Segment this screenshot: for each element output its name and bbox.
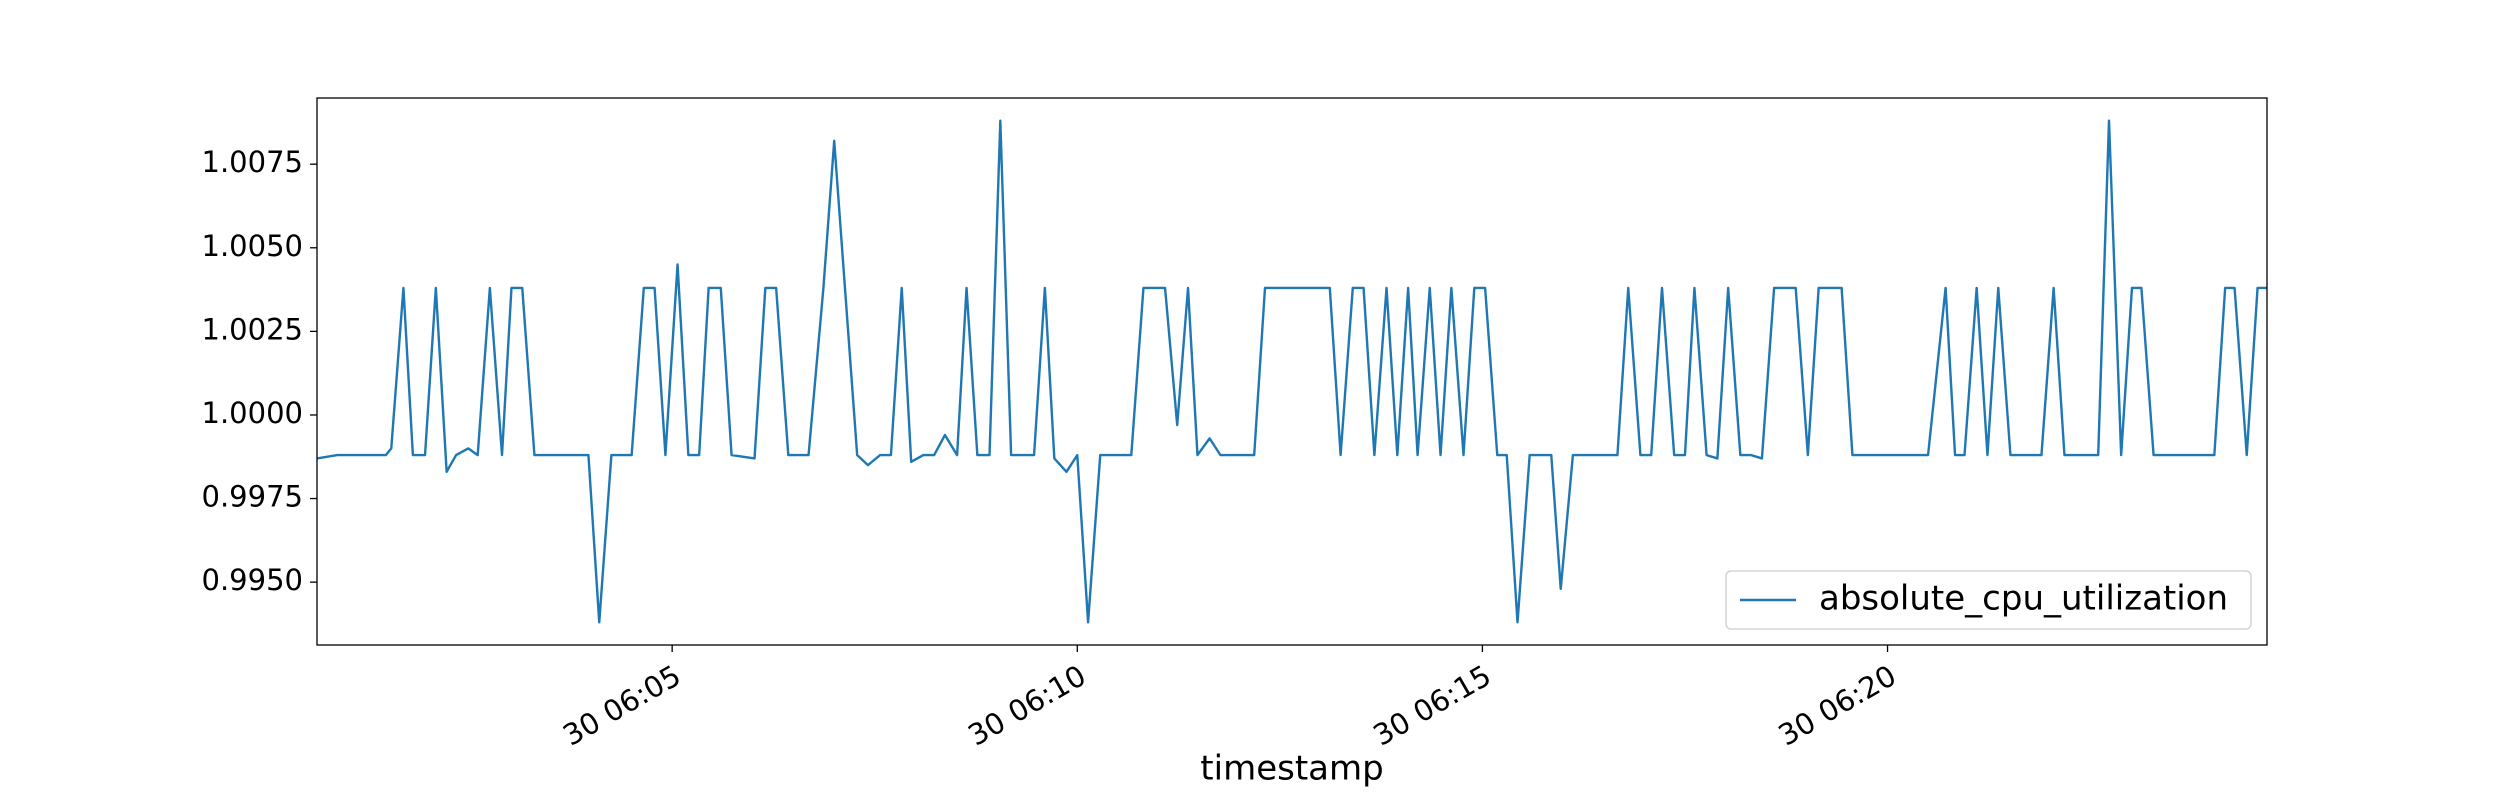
data-line [316, 119, 2267, 624]
legend-label: absolute_cpu_utilization [1819, 579, 2228, 619]
y-tick-label: 1.0075 [202, 145, 303, 179]
x-tick-label: 30 06:20 [1773, 658, 1902, 752]
x-tick-label: 30 06:10 [962, 658, 1091, 752]
y-tick-label: 1.0050 [202, 229, 303, 263]
legend: absolute_cpu_utilization [1725, 570, 2252, 630]
y-tick-label: 1.0025 [202, 312, 303, 346]
x-tick-label: 30 06:05 [557, 658, 686, 752]
x-tick-label: 30 06:15 [1367, 658, 1496, 752]
axes-frame [316, 97, 2268, 646]
legend-box [1725, 570, 2252, 630]
x-axis-label: timestamp [1200, 749, 1383, 789]
y-tick-label: 0.9975 [202, 480, 303, 514]
y-tick-label: 1.0000 [202, 396, 303, 430]
y-tick-label: 0.9950 [202, 563, 303, 597]
